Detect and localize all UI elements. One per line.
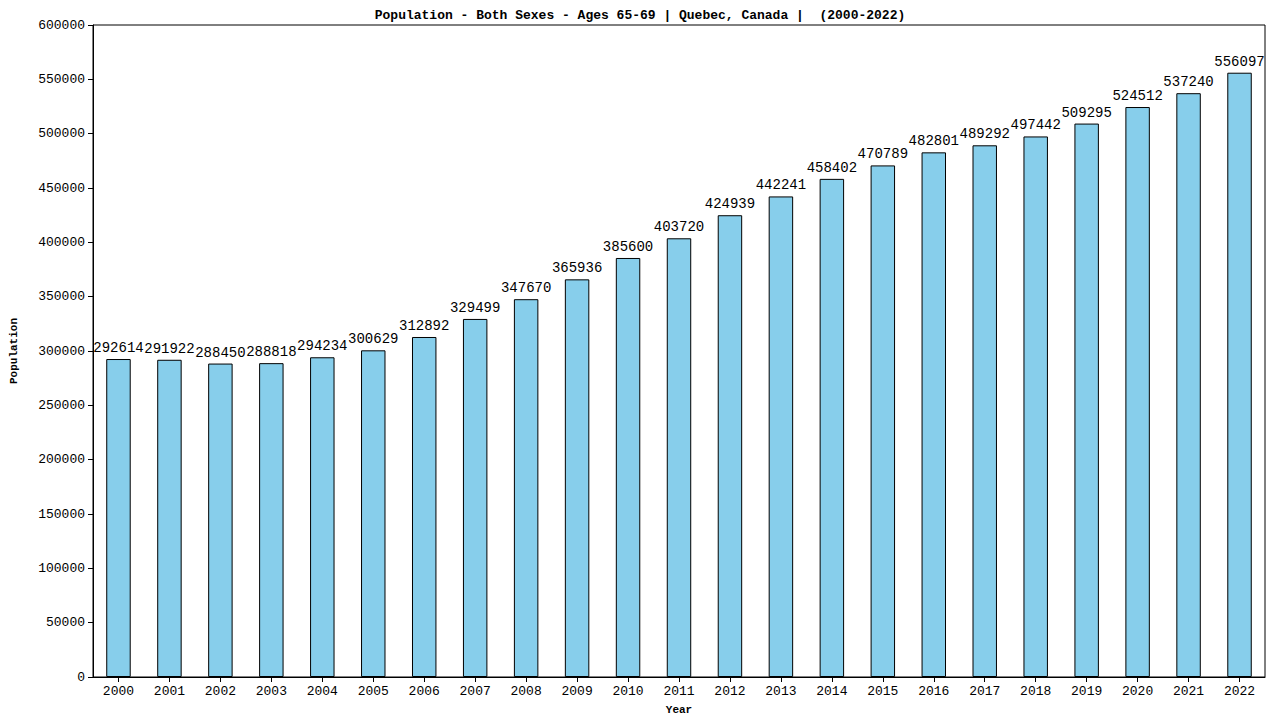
svg-text:288818: 288818 bbox=[246, 344, 296, 360]
svg-text:403720: 403720 bbox=[654, 219, 704, 235]
svg-text:489292: 489292 bbox=[960, 126, 1010, 142]
svg-text:350000: 350000 bbox=[38, 289, 85, 304]
svg-text:497442: 497442 bbox=[1010, 117, 1060, 133]
svg-text:150000: 150000 bbox=[38, 507, 85, 522]
svg-text:50000: 50000 bbox=[46, 615, 85, 630]
svg-text:329499: 329499 bbox=[450, 300, 500, 316]
svg-text:292614: 292614 bbox=[93, 340, 143, 356]
svg-text:424939: 424939 bbox=[705, 196, 755, 212]
svg-text:Population: Population bbox=[8, 318, 20, 384]
svg-text:524512: 524512 bbox=[1112, 88, 1162, 104]
svg-text:500000: 500000 bbox=[38, 126, 85, 141]
svg-text:600000: 600000 bbox=[38, 18, 85, 33]
svg-text:294234: 294234 bbox=[297, 338, 347, 354]
svg-text:482801: 482801 bbox=[909, 133, 959, 149]
svg-text:2019: 2019 bbox=[1071, 684, 1102, 699]
svg-text:2013: 2013 bbox=[765, 684, 796, 699]
svg-text:2001: 2001 bbox=[154, 684, 185, 699]
svg-text:2000: 2000 bbox=[103, 684, 134, 699]
svg-text:347670: 347670 bbox=[501, 280, 551, 296]
svg-text:200000: 200000 bbox=[38, 452, 85, 467]
svg-text:250000: 250000 bbox=[38, 398, 85, 413]
svg-text:288450: 288450 bbox=[195, 345, 245, 361]
svg-text:2012: 2012 bbox=[714, 684, 745, 699]
svg-text:0: 0 bbox=[77, 670, 85, 685]
svg-text:Population - Both Sexes - Ages: Population - Both Sexes - Ages 65-69 | Q… bbox=[375, 8, 906, 23]
svg-text:385600: 385600 bbox=[603, 239, 653, 255]
svg-text:365936: 365936 bbox=[552, 260, 602, 276]
svg-text:2007: 2007 bbox=[460, 684, 491, 699]
svg-text:2008: 2008 bbox=[511, 684, 542, 699]
svg-text:2014: 2014 bbox=[816, 684, 847, 699]
svg-text:2005: 2005 bbox=[358, 684, 389, 699]
svg-text:291922: 291922 bbox=[144, 341, 194, 357]
svg-text:2017: 2017 bbox=[969, 684, 1000, 699]
svg-text:509295: 509295 bbox=[1061, 105, 1111, 121]
svg-text:470789: 470789 bbox=[858, 146, 908, 162]
svg-text:2020: 2020 bbox=[1122, 684, 1153, 699]
svg-text:2002: 2002 bbox=[205, 684, 236, 699]
svg-text:2004: 2004 bbox=[307, 684, 338, 699]
svg-text:2021: 2021 bbox=[1173, 684, 1204, 699]
svg-text:2016: 2016 bbox=[918, 684, 949, 699]
svg-text:312892: 312892 bbox=[399, 318, 449, 334]
svg-text:2010: 2010 bbox=[612, 684, 643, 699]
svg-text:537240: 537240 bbox=[1163, 74, 1213, 90]
svg-text:2003: 2003 bbox=[256, 684, 287, 699]
svg-text:450000: 450000 bbox=[38, 181, 85, 196]
svg-text:2022: 2022 bbox=[1224, 684, 1255, 699]
svg-text:2011: 2011 bbox=[663, 684, 694, 699]
svg-text:2009: 2009 bbox=[561, 684, 592, 699]
svg-text:300629: 300629 bbox=[348, 331, 398, 347]
svg-text:2015: 2015 bbox=[867, 684, 898, 699]
svg-text:2006: 2006 bbox=[409, 684, 440, 699]
svg-text:442241: 442241 bbox=[756, 177, 806, 193]
svg-text:300000: 300000 bbox=[38, 344, 85, 359]
svg-text:458402: 458402 bbox=[807, 160, 857, 176]
svg-text:400000: 400000 bbox=[38, 235, 85, 250]
svg-text:2018: 2018 bbox=[1020, 684, 1051, 699]
svg-text:Year: Year bbox=[666, 704, 692, 716]
svg-text:550000: 550000 bbox=[38, 72, 85, 87]
svg-text:556097: 556097 bbox=[1214, 54, 1264, 70]
svg-text:100000: 100000 bbox=[38, 561, 85, 576]
